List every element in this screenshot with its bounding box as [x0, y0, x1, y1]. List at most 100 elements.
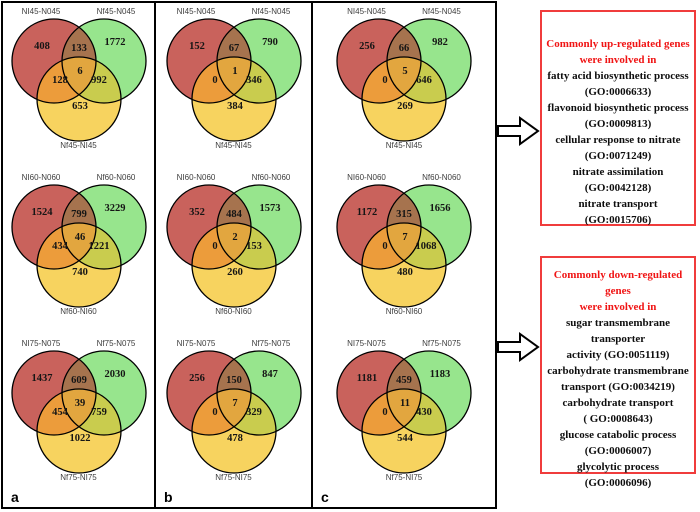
venn-block-a45: NI45-N045 Nf45-N045 408 133 1772 1 [3, 5, 154, 171]
count-green-yellow: 1068 [416, 241, 437, 252]
venn-top-labels: NI60-N060 Nf60-N060 [159, 171, 309, 182]
count-center: 46 [74, 232, 85, 243]
go-term-line: (GO:0042128) [584, 182, 652, 194]
count-green-only: 790 [262, 37, 278, 48]
count-red-yellow: 0 [212, 75, 217, 86]
count-green-yellow: 153 [246, 241, 262, 252]
venn-block-a60: NI60-N060 Nf60-N060 1524 799 3229 [3, 171, 154, 337]
count-center: 6 [77, 66, 82, 77]
count-red-yellow: 0 [212, 407, 217, 418]
panel-letter-a: a [11, 489, 19, 505]
count-red-green: 799 [71, 209, 87, 220]
venn-label-right: Nf75-N075 [96, 339, 136, 348]
venn-diagram: 1181 459 1183 0 11 430 544 [336, 350, 472, 474]
venn-block-c60: NI60-N060 Nf60-N060 1172 315 1656 [313, 171, 495, 337]
venn-label-bottom: Nf75-NI75 [60, 473, 97, 482]
count-red-only: 1172 [357, 207, 377, 218]
venn-label-left: NI45-N045 [176, 7, 216, 16]
count-green-yellow: 430 [416, 407, 432, 418]
venn-label-left: NI75-N075 [176, 339, 216, 348]
count-green-yellow: 646 [416, 75, 432, 86]
count-red-yellow: 0 [382, 241, 387, 252]
go-term-line: flavonoid biosynthetic process [547, 102, 689, 114]
venn-top-labels: NI45-N045 Nf45-N045 [159, 5, 309, 16]
count-center: 7 [232, 398, 237, 409]
go-term-line: sugar transmembrane transporter [566, 317, 670, 345]
count-red-green: 66 [399, 43, 410, 54]
panel-b: NI45-N045 Nf45-N045 152 67 790 0 [154, 1, 313, 509]
go-term-line: activity (GO:0051119) [566, 349, 670, 361]
count-green-yellow: 992 [91, 75, 107, 86]
count-center: 7 [402, 232, 407, 243]
venn-label-right: Nf60-N060 [96, 173, 136, 182]
count-yellow-only: 544 [397, 433, 414, 444]
venn-top-labels: NI75-N075 Nf75-N075 [4, 337, 154, 348]
venn-block-b60: NI60-N060 Nf60-N060 352 484 1573 0 [156, 171, 311, 337]
panel-a: NI45-N045 Nf45-N045 408 133 1772 1 [1, 1, 156, 509]
count-red-only: 256 [189, 373, 205, 384]
venn-label-left: NI75-N075 [21, 339, 61, 348]
venn-diagram: 1524 799 3229 434 46 1221 740 [10, 184, 147, 308]
venn-label-left: NI45-N045 [21, 7, 61, 16]
venn-label-right: Nf60-N060 [422, 173, 461, 182]
count-green-yellow: 346 [246, 75, 262, 86]
count-green-only: 982 [432, 37, 448, 48]
venn-label-bottom: Nf45-NI45 [385, 141, 423, 150]
go-term-line: carbohydrate transport [562, 397, 674, 409]
count-red-green: 67 [228, 43, 239, 54]
venn-label-right: Nf45-N045 [251, 7, 291, 16]
venn-diagram: 256 66 982 0 5 646 269 [336, 18, 472, 142]
venn-label-left: NI60-N060 [347, 173, 386, 182]
go-term-line: (GO:0009813) [584, 118, 652, 130]
venn-block-b75: NI75-N075 Nf75-N075 256 150 847 0 [156, 337, 311, 503]
count-yellow-only: 740 [72, 267, 88, 278]
go-terms-box-downregulated: Commonly down-regulated genes were invol… [540, 256, 696, 489]
venn-label-left: NI60-N060 [176, 173, 216, 182]
count-red-yellow: 0 [382, 407, 387, 418]
count-yellow-only: 384 [227, 101, 244, 112]
count-center: 2 [232, 232, 237, 243]
venn-label-right: Nf45-N045 [422, 7, 461, 16]
venn-label-right: Nf60-N060 [251, 173, 291, 182]
count-center: 5 [402, 66, 407, 77]
go-term-line: carbohydrate transmembrane [547, 365, 689, 377]
venn-label-right: Nf45-N045 [96, 7, 136, 16]
count-red-yellow: 128 [52, 75, 68, 86]
box-title-line: were involved in [579, 54, 657, 66]
venn-label-bottom: Nf60-NI60 [60, 307, 97, 316]
count-green-only: 3229 [104, 203, 125, 214]
count-red-yellow: 434 [52, 241, 69, 252]
go-term-line: (GO:0006007) [584, 445, 652, 457]
go-term-line: nitrate transport [578, 198, 658, 210]
count-red-only: 1181 [357, 373, 377, 384]
count-yellow-only: 478 [227, 433, 243, 444]
arrow-right-icon [497, 116, 540, 146]
count-red-green: 133 [71, 43, 87, 54]
venn-block-c45: NI45-N045 Nf45-N045 256 66 982 0 [313, 5, 495, 171]
venn-block-b45: NI45-N045 Nf45-N045 152 67 790 0 [156, 5, 311, 171]
count-green-yellow: 759 [91, 407, 107, 418]
count-red-yellow: 0 [212, 241, 217, 252]
venn-diagram: 352 484 1573 0 2 153 260 [165, 184, 302, 308]
go-term-line: transport (GO:0034219) [561, 381, 675, 393]
count-red-only: 1437 [31, 373, 52, 384]
go-term-line: (GO:0006633) [584, 86, 652, 98]
count-yellow-only: 653 [72, 101, 88, 112]
go-term-line: nitrate assimilation [572, 166, 664, 178]
venn-label-bottom: Nf45-NI45 [215, 141, 252, 150]
count-green-only: 847 [262, 369, 278, 380]
count-yellow-only: 1022 [69, 433, 90, 444]
count-green-only: 2030 [104, 369, 125, 380]
count-red-green: 609 [71, 375, 87, 386]
venn-top-labels: NI45-N045 Nf45-N045 [329, 5, 479, 16]
count-green-only: 1183 [430, 369, 450, 380]
venn-label-bottom: Nf75-NI75 [215, 473, 252, 482]
go-term-line: ( GO:0008643) [583, 413, 653, 425]
venn-label-bottom: Nf60-NI60 [385, 307, 423, 316]
venn-label-left: NI60-N060 [21, 173, 61, 182]
box-title-line: Commonly up-regulated genes [546, 38, 690, 50]
count-red-only: 408 [34, 41, 50, 52]
venn-block-a75: NI75-N075 Nf75-N075 1437 609 2030 [3, 337, 154, 503]
venn-block-c75: NI75-N075 Nf75-N075 1181 459 1183 [313, 337, 495, 503]
